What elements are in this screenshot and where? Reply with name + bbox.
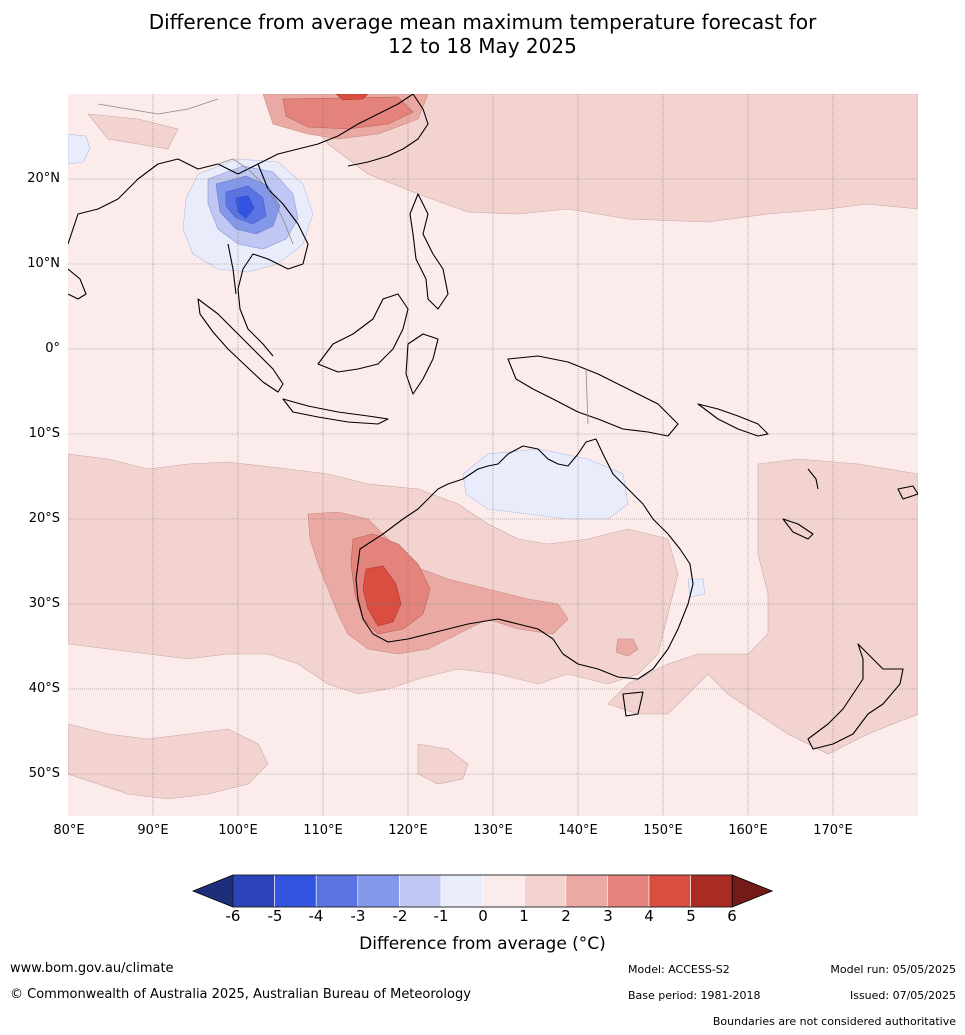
anomaly-1-2-regions [68, 94, 918, 800]
colorbar-tick: 5 [686, 907, 696, 925]
colorbar-cells [191, 874, 774, 908]
colorbar-cell [232, 874, 275, 908]
coastlines [68, 94, 918, 750]
colorbar-tick: 0 [478, 907, 488, 925]
lat-label-equator: 0° [45, 341, 60, 356]
colorbar-cell [648, 874, 691, 908]
issued-date: Issued: 07/05/2025 [849, 989, 956, 1002]
model-run-date: Model run: 05/05/2025 [830, 963, 956, 976]
anomaly-negative-5-4-region [235, 195, 255, 219]
colorbar-cell [482, 874, 525, 908]
colorbar-cell [399, 874, 442, 908]
colorbar-cell [315, 874, 359, 908]
lat-label-10s: 10°S [28, 426, 60, 441]
colorbar-tick: -6 [225, 907, 241, 925]
lon-label-150e: 150°E [643, 823, 683, 838]
lat-label-20s: 20°S [28, 511, 60, 526]
lat-label-20n: 20°N [27, 171, 60, 186]
base-period: Base period: 1981-2018 [628, 989, 761, 1002]
lat-label-50s: 50°S [28, 766, 60, 781]
colorbar-cell [357, 874, 400, 908]
lat-label-10n: 10°N [27, 256, 60, 271]
colorbar-tick: -2 [392, 907, 408, 925]
map-title: Difference from average mean maximum tem… [0, 10, 965, 58]
model-name: Model: ACCESS-S2 [628, 963, 730, 976]
title-line-2: 12 to 18 May 2025 [388, 34, 577, 58]
colorbar-tick: -3 [350, 907, 366, 925]
colorbar-tick: -5 [267, 907, 283, 925]
colorbar-cell [274, 874, 317, 908]
colorbar-tick: 3 [603, 907, 613, 925]
colorbar-over-arrow [731, 874, 774, 908]
colorbar-tick: -1 [433, 907, 449, 925]
lat-label-30s: 30°S [28, 596, 60, 611]
lon-label-170e: 170°E [813, 823, 853, 838]
boundaries-disclaimer: Boundaries are not considered authoritat… [712, 1015, 956, 1028]
colorbar-outline [232, 874, 733, 908]
colorbar-under-arrow [191, 874, 234, 908]
colorbar-cell [523, 874, 567, 908]
map-canvas [68, 94, 918, 816]
colorbar-cell [607, 874, 650, 908]
lon-label-110e: 110°E [303, 823, 343, 838]
forecast-map [68, 94, 918, 816]
colorbar-tick: 1 [519, 907, 529, 925]
lat-label-40s: 40°S [28, 681, 60, 696]
colorbar-cell [690, 874, 733, 908]
website-link[interactable]: www.bom.gov.au/climate [10, 961, 174, 976]
lon-label-140e: 140°E [558, 823, 598, 838]
lon-label-160e: 160°E [728, 823, 768, 838]
borders [97, 98, 589, 425]
lon-label-120e: 120°E [388, 823, 428, 838]
colorbar-label: Difference from average (°C) [359, 934, 606, 954]
title-line-1: Difference from average mean maximum tem… [148, 10, 817, 34]
colorbar-tick: -4 [308, 907, 324, 925]
colorbar-tick: 2 [561, 907, 571, 925]
colorbar-tick: 6 [727, 907, 737, 925]
anomaly-4-5-regions [335, 94, 402, 627]
copyright-text: © Commonwealth of Australia 2025, Austra… [10, 987, 471, 1002]
colorbar-cell [565, 874, 608, 908]
colorbar-cell [440, 874, 483, 908]
graticule [68, 94, 918, 816]
lon-label-100e: 100°E [218, 823, 258, 838]
colorbar-tick: 4 [644, 907, 654, 925]
lon-label-80e: 80°E [53, 823, 85, 838]
lon-label-90e: 90°E [137, 823, 169, 838]
lon-label-130e: 130°E [473, 823, 513, 838]
